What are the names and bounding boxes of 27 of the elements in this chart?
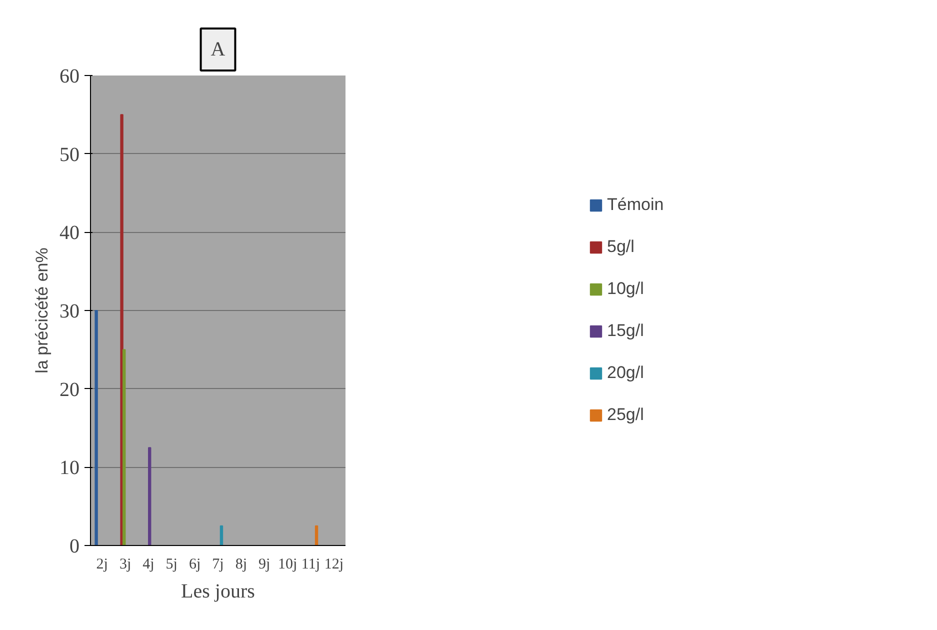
x-tick-label: 12j bbox=[324, 556, 344, 572]
y-tick-label: 20 bbox=[60, 378, 80, 401]
y-tick-label: 30 bbox=[60, 300, 80, 322]
x-tick-label: 5j bbox=[166, 556, 178, 572]
y-tick-label: 0 bbox=[70, 536, 80, 558]
legend-label: 5g/l bbox=[607, 237, 636, 257]
x-tick-label: 7j bbox=[212, 556, 224, 572]
x-tick-label: 4j bbox=[142, 556, 154, 572]
y-tick-label: 10 bbox=[60, 457, 80, 480]
x-tick-label: 6j bbox=[188, 556, 201, 572]
legend-label: 20g/l bbox=[607, 363, 645, 383]
x-tick-label: 8j bbox=[235, 556, 248, 572]
y-tick-label: 50 bbox=[60, 144, 80, 166]
legend-label: 25g/l bbox=[607, 405, 645, 425]
x-tick-label: 3j bbox=[119, 556, 132, 572]
x-tick-label: 2j bbox=[96, 556, 108, 572]
y-tick-label: 40 bbox=[60, 222, 80, 244]
chart-title: A bbox=[210, 38, 226, 60]
x-tick-label: 11j bbox=[301, 556, 320, 572]
legend-label: 15g/l bbox=[607, 321, 645, 341]
x-axis-title: Les jours bbox=[181, 580, 256, 602]
x-tick-label: 9j bbox=[258, 556, 270, 572]
legend-label: Témoin bbox=[607, 195, 665, 215]
y-tick-label: 60 bbox=[60, 66, 80, 88]
legend-label: 10g/l bbox=[607, 279, 645, 299]
x-tick-label: 10j bbox=[278, 556, 298, 572]
y-axis-title: la précicété en% bbox=[32, 248, 52, 374]
